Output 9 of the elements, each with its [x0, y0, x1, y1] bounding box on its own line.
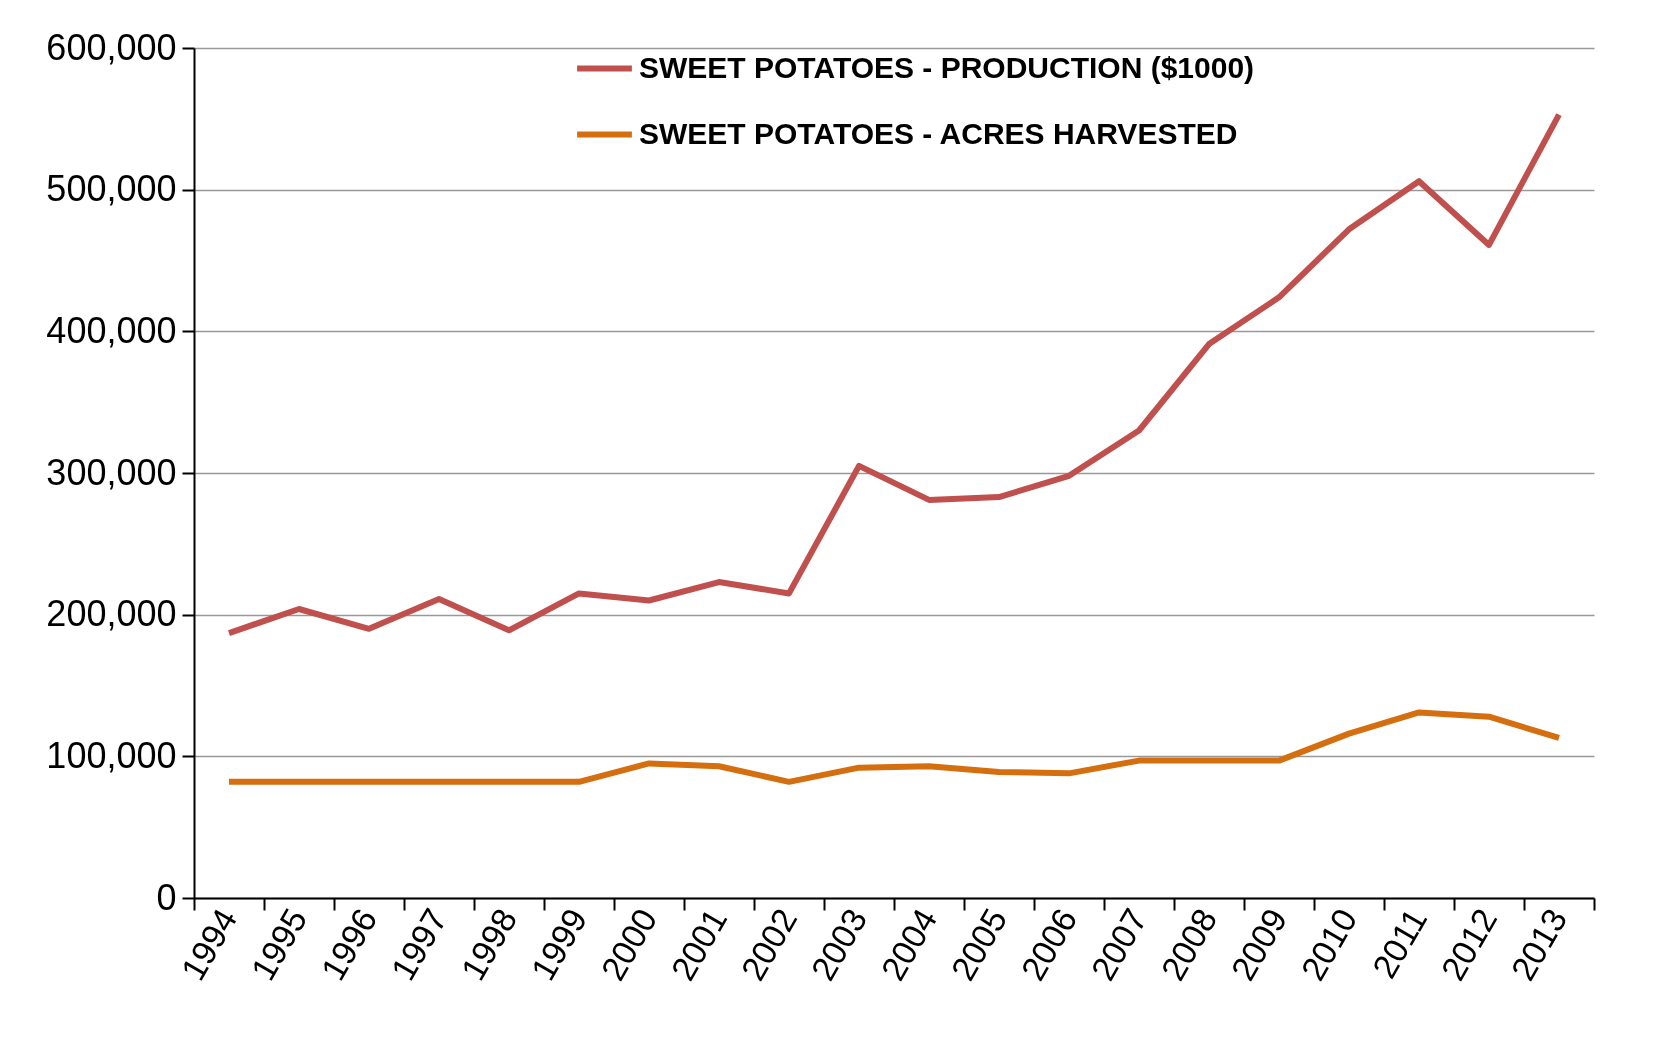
y-tick-label: 0	[156, 876, 177, 918]
legend-label: SWEET POTATOES - PRODUCTION ($1000)	[639, 50, 1255, 84]
legend-label: SWEET POTATOES - ACRES HARVESTED	[639, 116, 1238, 150]
y-tick-label: 200,000	[46, 593, 177, 635]
y-tick-label: 100,000	[46, 734, 177, 776]
y-tick-label: 500,000	[46, 168, 177, 210]
y-tick-label: 600,000	[46, 26, 177, 68]
y-tick-label: 400,000	[46, 309, 177, 351]
y-tick-label: 300,000	[46, 451, 177, 493]
